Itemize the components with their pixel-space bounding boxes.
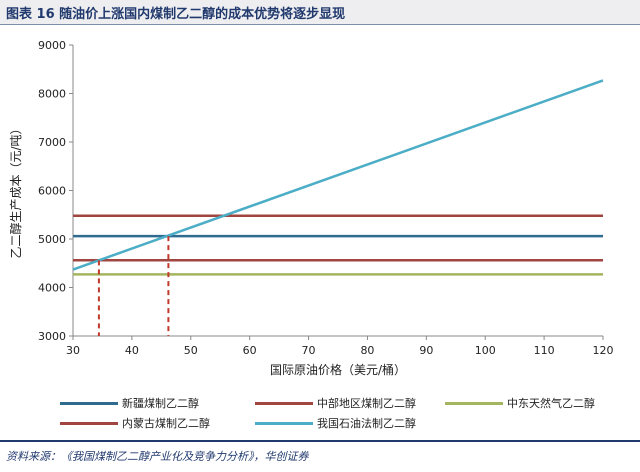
x-tick-label: 120 bbox=[593, 344, 614, 357]
legend-label: 内蒙古煤制乙二醇 bbox=[122, 417, 210, 430]
y-tick-label: 9000 bbox=[38, 39, 66, 52]
legend-swatch bbox=[60, 401, 118, 405]
y-tick-label: 7000 bbox=[38, 136, 66, 149]
x-tick-label: 60 bbox=[243, 344, 257, 357]
legend-item: 内蒙古煤制乙二醇 bbox=[60, 414, 210, 432]
x-tick-label: 40 bbox=[125, 344, 139, 357]
x-tick-label: 30 bbox=[66, 344, 80, 357]
legend-item: 我国石油法制乙二醇 bbox=[255, 414, 416, 432]
legend-swatch bbox=[255, 401, 313, 405]
y-axis-label: 乙二醇生产成本（元/吨） bbox=[8, 122, 23, 258]
y-tick-label: 3000 bbox=[38, 330, 66, 343]
source-note: 资料来源：《我国煤制乙二醇产业化及竞争力分析》，华创证券 bbox=[6, 450, 309, 463]
footer-divider bbox=[0, 440, 640, 442]
series-group bbox=[72, 79, 604, 276]
legend-label: 中部地区煤制乙二醇 bbox=[317, 397, 416, 410]
x-tick-label: 80 bbox=[360, 344, 374, 357]
chart-title: 图表 16 随油价上涨国内煤制乙二醇的成本优势将逐步显现 bbox=[6, 7, 346, 22]
y-tick-label: 5000 bbox=[38, 233, 66, 246]
chart-area: 3000 4000 5000 6000 7000 8000 9000 30 40 50 60 70 80… bbox=[8, 39, 614, 377]
y-tick-label: 8000 bbox=[38, 88, 66, 101]
title-bar: 图表 16 随油价上涨国内煤制乙二醇的成本优势将逐步显现 bbox=[0, 0, 640, 24]
title-divider bbox=[0, 24, 640, 25]
x-tick-label: 50 bbox=[184, 344, 198, 357]
x-tick-label: 90 bbox=[419, 344, 433, 357]
x-tick-label: 70 bbox=[302, 344, 316, 357]
x-tick-label: 100 bbox=[475, 344, 496, 357]
x-tick-label: 110 bbox=[534, 344, 555, 357]
legend-item: 中东天然气乙二醇 bbox=[445, 394, 595, 412]
legend-item: 中部地区煤制乙二醇 bbox=[255, 394, 416, 412]
legend-swatch bbox=[60, 421, 118, 425]
legend: 新疆煤制乙二醇 中部地区煤制乙二醇 中东天然气乙二醇 内蒙古煤制乙二醇 我国石油… bbox=[0, 390, 640, 440]
y-tick-label: 6000 bbox=[38, 185, 66, 198]
series-line bbox=[72, 79, 604, 271]
axes: 3000 4000 5000 6000 7000 8000 9000 30 40 50 60 70 80… bbox=[38, 39, 614, 357]
x-axis-label: 国际原油价格（美元/桶） bbox=[270, 362, 406, 377]
legend-label: 中东天然气乙二醇 bbox=[507, 397, 595, 410]
legend-item: 新疆煤制乙二醇 bbox=[60, 394, 199, 412]
legend-swatch bbox=[255, 421, 313, 425]
legend-label: 我国石油法制乙二醇 bbox=[317, 417, 416, 430]
legend-label: 新疆煤制乙二醇 bbox=[122, 397, 199, 410]
legend-swatch bbox=[445, 401, 503, 405]
y-tick-label: 4000 bbox=[38, 282, 66, 295]
annotations bbox=[97, 236, 170, 336]
